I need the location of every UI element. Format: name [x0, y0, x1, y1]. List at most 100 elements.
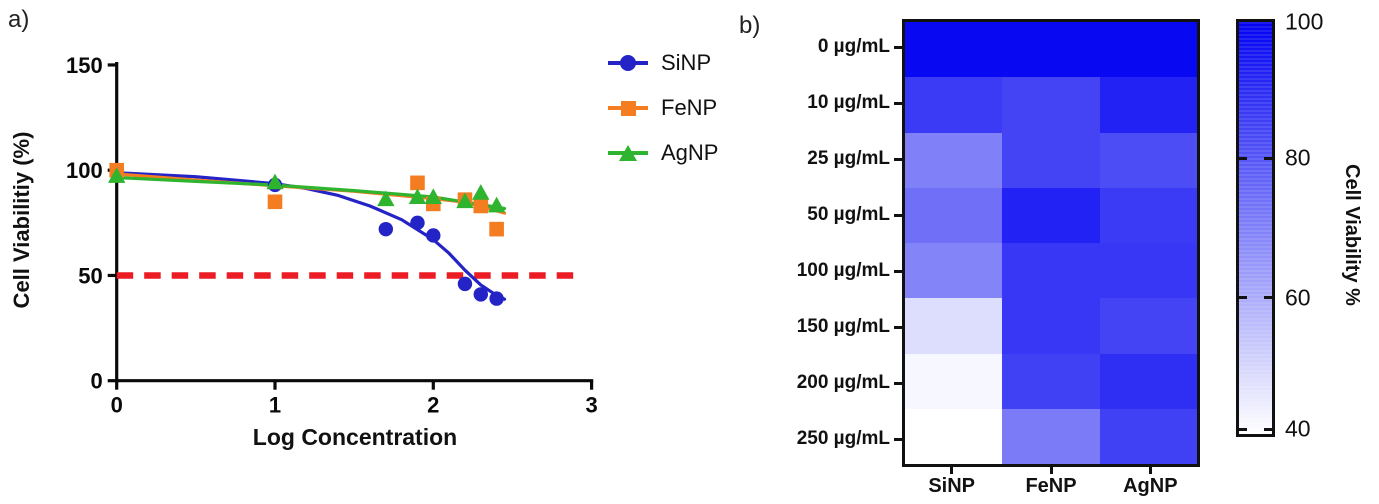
data-point-agnp: [108, 167, 126, 183]
data-point-sinp: [489, 291, 504, 306]
heatmap-cell-10-SiNP: [905, 77, 1003, 133]
legend-marker: [608, 50, 648, 76]
legend-label: SiNP: [661, 50, 712, 75]
heatmap-col-label: SiNP: [928, 475, 975, 497]
colorbar-tick-notch: [1264, 156, 1272, 160]
y-axis-label: Cell Viabilitiy (%): [9, 131, 34, 309]
heatmap-row-tick: [894, 269, 902, 273]
heatmap-cell-25-AgNP: [1099, 132, 1197, 188]
fit-curve-sinp: [115, 171, 507, 301]
heatmap-cell-150-FeNP: [1002, 298, 1100, 354]
data-point-agnp: [472, 184, 490, 200]
legend-marker: [608, 140, 648, 166]
heatmap-cell-200-SiNP: [905, 353, 1003, 409]
x-tick-label: 0: [111, 393, 123, 418]
heatmap-col-tick: [1049, 466, 1053, 474]
colorbar-tick-notch: [1239, 428, 1247, 431]
heatmap-cell-0-SiNP: [905, 22, 1003, 78]
heatmap-cell-150-AgNP: [1099, 298, 1197, 354]
heatmap-row-tick: [894, 157, 902, 161]
heatmap-row-tick: [894, 213, 902, 217]
legend-label: FeNP: [661, 95, 718, 120]
legend-item-agnp: AgNP: [608, 140, 718, 166]
heatmap-row-label: 150 µg/mL: [796, 316, 890, 337]
legend: SiNP FeNP AgNP: [608, 50, 718, 185]
data-point-agnp: [424, 188, 442, 204]
legend-item-fenp: FeNP: [608, 95, 718, 121]
data-point-agnp: [408, 188, 427, 204]
y-tick-label: 0: [90, 369, 102, 394]
x-tick-label: 1: [269, 393, 281, 418]
data-point-agnp: [456, 192, 474, 209]
heatmap-row-label: 50 µg/mL: [807, 204, 890, 225]
y-tick-label: 100: [66, 158, 103, 183]
legend-label: AgNP: [661, 140, 719, 165]
heatmap-cell-50-AgNP: [1099, 187, 1197, 243]
data-point-fenp: [489, 221, 504, 237]
data-point-agnp: [266, 173, 284, 190]
heatmap-row-tick: [894, 325, 902, 329]
data-point-sinp: [473, 287, 488, 302]
data-point-fenp: [267, 194, 283, 210]
heatmap-cell-0-FeNP: [1002, 22, 1100, 78]
heatmap-cell-50-FeNP: [1002, 187, 1100, 243]
data-point-sinp: [457, 276, 473, 292]
y-tick-label: 50: [78, 263, 102, 288]
heatmap-cell-25-FeNP: [1002, 132, 1100, 188]
fit-curve-agnp: [115, 175, 507, 211]
data-point-fenp: [410, 175, 425, 191]
heatmap-cell-200-FeNP: [1002, 353, 1100, 409]
colorbar-tick-notch: [1264, 296, 1272, 300]
colorbar-tick-label: 40: [1285, 415, 1311, 442]
colorbar-tick-notch: [1264, 428, 1272, 431]
viability-heatmap: [902, 19, 1200, 467]
heatmap-cell-100-FeNP: [1002, 243, 1100, 299]
triangle-marker-icon: [619, 145, 637, 161]
data-point-sinp: [410, 215, 425, 231]
y-tick-label: 150: [66, 53, 103, 78]
colorbar-tick-label: 80: [1285, 144, 1311, 171]
data-point-sinp: [378, 221, 394, 237]
circle-marker-icon: [620, 55, 636, 71]
heatmap-row-label: 250 µg/mL: [796, 428, 890, 449]
heatmap-cell-250-AgNP: [1099, 408, 1197, 464]
x-tick-label: 3: [585, 393, 597, 418]
heatmap-row-label: 25 µg/mL: [807, 148, 890, 169]
heatmap-row-tick: [894, 381, 902, 385]
heatmap-cell-250-SiNP: [905, 408, 1003, 464]
heatmap-col-label: AgNP: [1123, 475, 1178, 497]
heatmap-cell-100-SiNP: [905, 243, 1003, 299]
panel-b-label: b): [739, 12, 761, 39]
panel-a-label: a): [8, 6, 30, 33]
heatmap-cell-250-FeNP: [1002, 408, 1100, 464]
heatmap-row-tick: [894, 101, 902, 105]
heatmap-col-tick: [950, 466, 954, 474]
heatmap-cell-50-SiNP: [905, 187, 1003, 243]
heatmap-cell-0-AgNP: [1099, 22, 1197, 78]
colorbar-tick-notch: [1239, 156, 1247, 160]
legend-item-sinp: SiNP: [608, 50, 718, 76]
legend-marker: [608, 95, 648, 121]
heatmap-cell-10-FeNP: [1002, 77, 1100, 133]
heatmap-cell-25-SiNP: [905, 132, 1003, 188]
dose-response-chart: 0 1 2 3 0 50 100 150: [66, 53, 598, 418]
data-point-fenp: [473, 198, 489, 214]
colorbar-tick-label: 100: [1285, 8, 1324, 35]
heatmap-cell-100-AgNP: [1099, 243, 1197, 299]
colorbar-title: Cell Viability %: [1341, 164, 1363, 306]
colorbar-tick-label: 60: [1285, 284, 1311, 311]
square-marker-icon: [621, 101, 636, 116]
heatmap-row-tick: [894, 45, 902, 49]
colorbar-gradient: [1239, 22, 1272, 434]
x-tick-label: 2: [427, 393, 439, 418]
heatmap-cell-200-AgNP: [1099, 353, 1197, 409]
heatmap-row-label: 200 µg/mL: [796, 372, 890, 393]
heatmap-row-label: 0 µg/mL: [817, 36, 890, 57]
heatmap-col-tick: [1148, 466, 1152, 474]
heatmap-row-label: 10 µg/mL: [807, 92, 890, 113]
data-point-sinp: [426, 228, 441, 243]
data-point-agnp: [487, 196, 506, 213]
data-point-agnp: [377, 190, 395, 207]
colorbar: [1236, 19, 1275, 437]
